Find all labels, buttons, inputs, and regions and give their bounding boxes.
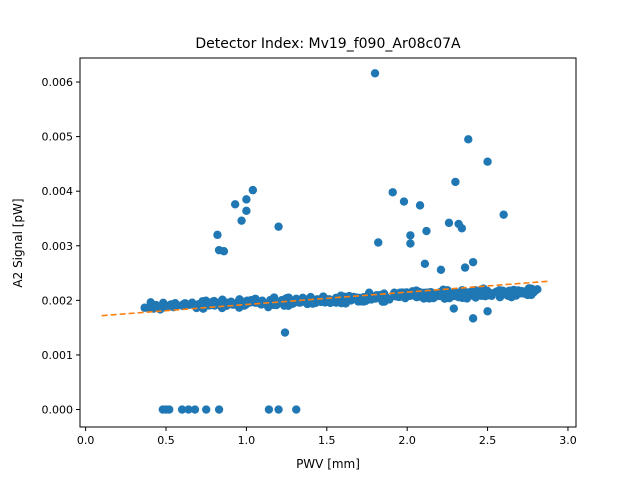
- x-axis: 0.0 0.5 1.0 1.5 2.0 2.5 3.0: [77, 427, 577, 447]
- data-point: [190, 405, 200, 414]
- data-point: [412, 291, 421, 300]
- data-point: [248, 185, 258, 195]
- data-point: [445, 294, 454, 303]
- data-point: [514, 288, 523, 297]
- chart-title: Detector Index: Mv19_f090_Ar08c07A: [195, 36, 461, 52]
- data-point: [371, 294, 380, 303]
- data-point: [264, 302, 273, 312]
- data-point: [218, 298, 228, 308]
- data-point: [533, 285, 542, 294]
- y-tick-label: 0.006: [42, 76, 74, 89]
- data-point: [213, 230, 222, 240]
- data-point: [237, 216, 246, 225]
- data-point: [360, 296, 369, 305]
- data-point: [292, 405, 301, 414]
- data-point: [399, 197, 409, 206]
- data-point: [165, 405, 174, 414]
- data-point: [274, 222, 283, 231]
- data-point: [406, 231, 415, 240]
- data-point: [506, 289, 516, 298]
- data-point: [457, 224, 467, 233]
- y-tick-label: 0.002: [42, 294, 74, 307]
- data-point: [184, 405, 193, 414]
- axes-frame: [79, 57, 577, 428]
- data-point: [499, 210, 508, 219]
- data-point: [264, 405, 274, 414]
- data-point: [520, 287, 530, 297]
- data-point: [214, 405, 224, 414]
- data-point: [303, 299, 312, 309]
- x-tick-label: 3.0: [559, 434, 577, 447]
- x-tick-label: 1.5: [318, 434, 336, 447]
- x-tick-label: 0.0: [77, 434, 95, 447]
- data-point: [280, 328, 290, 337]
- data-point: [415, 201, 425, 210]
- data-point: [483, 157, 492, 166]
- data-point: [388, 188, 397, 197]
- data-point: [494, 288, 503, 297]
- plot-area: [101, 69, 549, 414]
- data-point: [395, 292, 404, 301]
- y-axis-label: A2 Signal [pW]: [11, 198, 25, 287]
- data-point: [419, 291, 429, 300]
- data-point: [140, 303, 149, 312]
- data-point: [340, 295, 349, 305]
- data-point: [374, 238, 383, 247]
- data-point: [202, 405, 211, 414]
- data-point: [370, 69, 380, 78]
- y-tick-label: 0.005: [42, 131, 74, 144]
- data-point: [226, 297, 236, 306]
- data-point: [444, 218, 454, 228]
- data-point: [274, 405, 283, 414]
- data-point: [458, 288, 468, 297]
- data-point: [170, 300, 180, 309]
- data-point: [180, 301, 189, 311]
- x-axis-label: PWV [mm]: [296, 457, 360, 471]
- data-point: [451, 177, 460, 187]
- y-tick-label: 0.001: [42, 349, 74, 362]
- x-tick-label: 0.5: [157, 434, 175, 447]
- data-point: [464, 135, 473, 144]
- x-tick-label: 2.5: [479, 434, 497, 447]
- data-point: [177, 405, 187, 414]
- data-point: [420, 259, 430, 268]
- data-point: [449, 304, 459, 313]
- data-point: [468, 257, 478, 267]
- data-point: [161, 301, 171, 311]
- data-point: [235, 295, 244, 304]
- data-point: [436, 265, 446, 274]
- data-point: [294, 297, 303, 307]
- y-tick-label: 0.004: [42, 185, 74, 198]
- data-point: [460, 263, 470, 272]
- fit-line: [101, 280, 549, 317]
- data-point: [230, 200, 240, 209]
- x-tick-label: 2.0: [398, 434, 416, 447]
- data-point: [469, 289, 479, 299]
- y-tick-label: 0.000: [42, 404, 74, 417]
- data-point: [205, 298, 214, 307]
- data-point: [242, 206, 251, 216]
- data-point: [422, 226, 431, 236]
- data-point: [146, 298, 155, 307]
- data-point: [196, 302, 206, 311]
- data-point: [241, 299, 250, 308]
- data-point: [242, 195, 251, 204]
- y-axis: 0.000 0.001 0.002 0.003 0.004 0.005 0.006: [42, 76, 80, 417]
- data-point: [487, 289, 496, 298]
- data-point: [406, 239, 415, 248]
- y-tick-label: 0.003: [42, 240, 74, 253]
- data-point: [468, 314, 478, 323]
- data-point: [219, 247, 229, 256]
- data-point: [251, 297, 260, 307]
- x-tick-label: 1.0: [238, 434, 256, 447]
- data-point: [483, 307, 492, 316]
